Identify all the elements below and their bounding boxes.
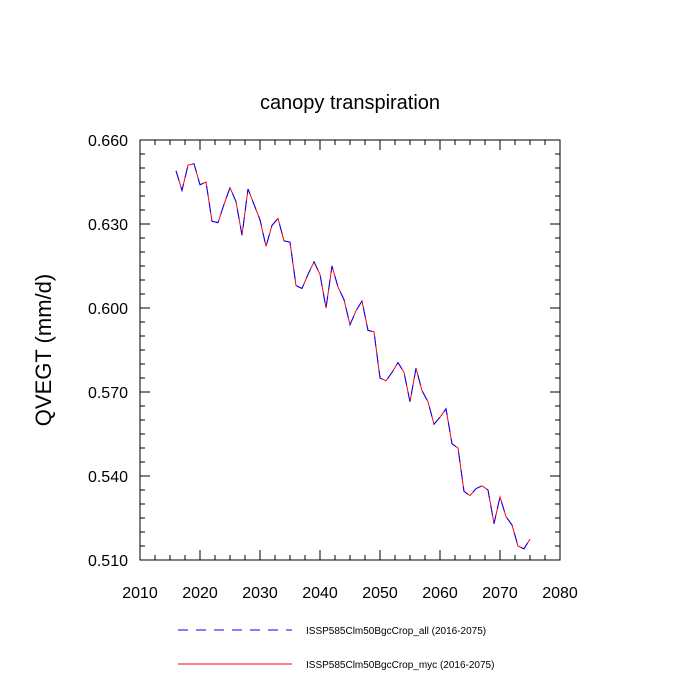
x-tick-label: 2060 bbox=[422, 585, 458, 602]
x-tick-label: 2020 bbox=[182, 585, 218, 602]
x-tick-label: 2010 bbox=[122, 585, 158, 602]
y-tick-label: 0.600 bbox=[88, 301, 128, 318]
series-line-1 bbox=[175, 163, 531, 550]
y-tick-label: 0.570 bbox=[88, 385, 128, 402]
series-lines bbox=[175, 163, 531, 550]
legend-label-2: ISSP585Clm50BgcCrop_myc (2016-2075) bbox=[306, 660, 494, 671]
y-axis-label: QVEGT (mm/d) bbox=[31, 274, 56, 426]
x-tick-label: 2050 bbox=[362, 585, 398, 602]
x-tick-label: 2080 bbox=[542, 585, 578, 602]
y-tick-label: 0.630 bbox=[88, 217, 128, 234]
legend-label-1: ISSP585Clm50BgcCrop_all (2016-2075) bbox=[306, 626, 486, 637]
x-tick-label: 2030 bbox=[242, 585, 278, 602]
y-tick-label: 0.660 bbox=[88, 133, 128, 150]
y-tick-label: 0.510 bbox=[88, 553, 128, 570]
legend: ISSP585Clm50BgcCrop_all (2016-2075) ISSP5… bbox=[178, 626, 494, 671]
plot-frame bbox=[139, 139, 561, 561]
chart-title: canopy transpiration bbox=[260, 92, 440, 114]
x-tick-label: 2040 bbox=[302, 585, 338, 602]
series-line-2 bbox=[175, 163, 531, 550]
x-tick-label: 2070 bbox=[482, 585, 518, 602]
y-tick-label: 0.540 bbox=[88, 469, 128, 486]
axis-ticks: 2010 2020 2030 2040 2050 2060 2070 2080 0.510 0.5… bbox=[88, 133, 578, 602]
